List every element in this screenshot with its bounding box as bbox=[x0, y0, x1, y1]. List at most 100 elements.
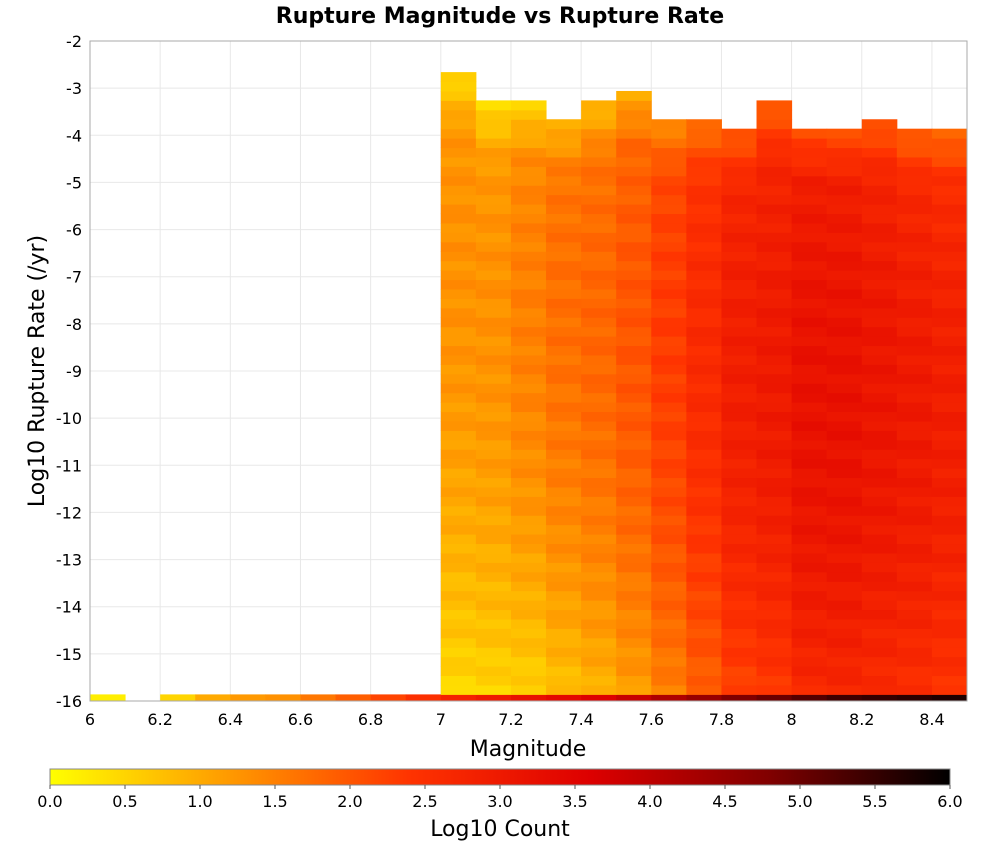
heatmap-cell bbox=[510, 628, 547, 639]
heatmap-cell bbox=[581, 298, 617, 309]
heatmap-cell bbox=[475, 684, 512, 695]
heatmap-cell bbox=[896, 618, 933, 629]
heatmap-cell bbox=[826, 684, 863, 695]
heatmap-cell bbox=[826, 364, 863, 375]
heatmap-cell bbox=[791, 345, 828, 356]
heatmap-cell bbox=[651, 647, 687, 658]
heatmap-cell bbox=[510, 675, 547, 686]
heatmap-cell bbox=[896, 166, 933, 177]
heatmap-cell bbox=[510, 430, 547, 441]
heatmap-cell bbox=[546, 411, 582, 422]
heatmap-cell bbox=[440, 138, 477, 149]
y-ticks: -2 -3 -4 -5 -6 -7 -8 -9 -10 -11 -12 -13 -14 -15 -16 bbox=[56, 32, 82, 711]
heatmap-cell bbox=[721, 326, 758, 337]
heatmap-cell bbox=[721, 194, 758, 205]
heatmap-cell bbox=[581, 109, 617, 120]
heatmap-cell bbox=[581, 590, 617, 601]
heatmap-cell bbox=[616, 147, 652, 158]
heatmap-cell bbox=[791, 138, 828, 149]
heatmap-cell bbox=[826, 298, 863, 309]
heatmap-cell bbox=[546, 326, 582, 337]
heatmap-cell bbox=[616, 373, 652, 384]
heatmap-cell bbox=[440, 307, 477, 318]
heatmap-cell bbox=[510, 505, 547, 516]
heatmap-cell bbox=[440, 590, 477, 601]
heatmap-cell bbox=[440, 430, 477, 441]
heatmap-cell bbox=[510, 222, 547, 233]
heatmap-cell bbox=[686, 156, 722, 167]
heatmap-cell bbox=[756, 241, 793, 252]
heatmap-cell bbox=[651, 486, 687, 497]
heatmap-cell bbox=[791, 420, 828, 431]
heatmap-cell bbox=[861, 336, 898, 347]
heatmap-cell bbox=[581, 185, 617, 196]
heatmap-cell bbox=[651, 298, 687, 309]
heatmap-cell bbox=[440, 241, 477, 252]
heatmap-cell bbox=[791, 449, 828, 460]
heatmap-cell bbox=[756, 411, 793, 422]
heatmap-cell bbox=[861, 534, 898, 545]
heatmap-cell bbox=[721, 628, 758, 639]
heatmap-cell bbox=[686, 524, 722, 535]
heatmap-cell bbox=[756, 581, 793, 592]
heatmap-cell bbox=[686, 185, 722, 196]
heatmap-cell bbox=[931, 618, 968, 629]
heatmap-cell bbox=[651, 317, 687, 328]
y-tick-label: -2 bbox=[66, 32, 82, 51]
heatmap-cell bbox=[756, 618, 793, 629]
heatmap-cell bbox=[756, 571, 793, 582]
heatmap-cell bbox=[546, 166, 582, 177]
heatmap-cell bbox=[616, 326, 652, 337]
heatmap-cell bbox=[826, 534, 863, 545]
heatmap-cell bbox=[475, 383, 512, 394]
heatmap-cell bbox=[896, 138, 933, 149]
heatmap-cell bbox=[651, 694, 687, 701]
heatmap-cell bbox=[756, 119, 793, 130]
y-tick-label: -8 bbox=[66, 315, 82, 334]
heatmap-cell bbox=[896, 345, 933, 356]
colorbar-tick-label: 5.5 bbox=[862, 792, 887, 811]
heatmap-cell bbox=[931, 383, 968, 394]
heatmap-cell bbox=[686, 204, 722, 215]
heatmap-cell bbox=[616, 392, 652, 403]
heatmap-cell bbox=[440, 166, 477, 177]
heatmap-cell bbox=[686, 420, 722, 431]
heatmap-cell bbox=[931, 194, 968, 205]
heatmap-cell bbox=[721, 694, 758, 701]
heatmap-cell bbox=[581, 336, 617, 347]
heatmap-cell bbox=[510, 109, 547, 120]
heatmap-cell bbox=[510, 100, 547, 111]
heatmap-cell bbox=[475, 260, 512, 271]
heatmap-cell bbox=[581, 204, 617, 215]
heatmap-cell bbox=[616, 675, 652, 686]
heatmap-cell bbox=[931, 279, 968, 290]
x-tick-label: 6.6 bbox=[288, 710, 313, 729]
heatmap-cell bbox=[616, 336, 652, 347]
y-tick-label: -10 bbox=[56, 409, 82, 428]
heatmap-cell bbox=[686, 402, 722, 413]
heatmap-cell bbox=[791, 279, 828, 290]
heatmap-cell bbox=[651, 411, 687, 422]
heatmap-cell bbox=[581, 156, 617, 167]
heatmap-cell bbox=[546, 675, 582, 686]
heatmap-cell bbox=[440, 336, 477, 347]
heatmap-cell bbox=[510, 270, 547, 281]
heatmap-cell bbox=[861, 185, 898, 196]
heatmap-cell bbox=[510, 543, 547, 554]
heatmap-cell bbox=[826, 383, 863, 394]
heatmap-cell bbox=[931, 543, 968, 554]
heatmap-cell bbox=[546, 458, 582, 469]
heatmap-cell bbox=[686, 128, 722, 139]
heatmap-cell bbox=[721, 543, 758, 554]
heatmap-cell bbox=[721, 270, 758, 281]
heatmap-cell bbox=[721, 666, 758, 677]
heatmap-cell bbox=[475, 241, 512, 252]
heatmap-cell bbox=[546, 241, 582, 252]
colorbar-tick-label: 0.0 bbox=[37, 792, 62, 811]
heatmap-cell bbox=[510, 534, 547, 545]
heatmap-cell bbox=[861, 298, 898, 309]
heatmap-cell bbox=[721, 185, 758, 196]
heatmap-cell bbox=[616, 505, 652, 516]
heatmap-cell bbox=[475, 468, 512, 479]
